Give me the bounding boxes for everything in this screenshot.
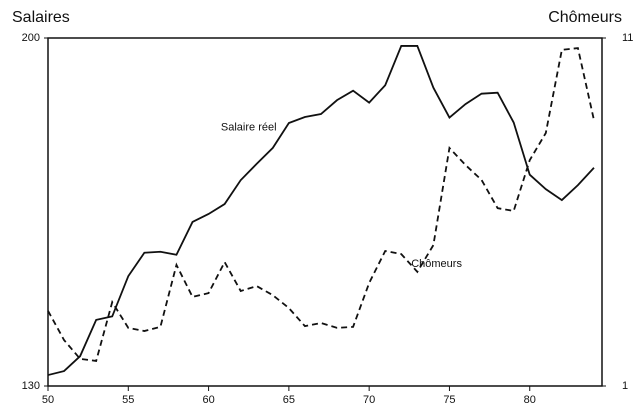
y-tick-label: 200 xyxy=(22,32,40,44)
annotation: Salaire réel xyxy=(221,121,277,133)
x-tick-label: 60 xyxy=(202,394,214,406)
x-tick-label: 80 xyxy=(524,394,536,406)
x-tick-label: 55 xyxy=(122,394,134,406)
series-line xyxy=(47,47,595,362)
y2-tick-label: 11 xyxy=(622,32,633,44)
y2-axis-title: Chômeurs xyxy=(548,9,622,26)
y-tick-label: 130 xyxy=(22,380,40,392)
y2-tick-label: 1 xyxy=(622,380,628,392)
plot-frame xyxy=(47,37,603,387)
x-tick-label: 75 xyxy=(443,394,455,406)
annotation: Chômeurs xyxy=(411,258,462,270)
y-axis-title: Salaires xyxy=(12,9,70,26)
x-tick-label: 50 xyxy=(42,394,54,406)
series-line xyxy=(47,45,595,376)
x-tick-label: 70 xyxy=(363,394,375,406)
x-tick-label: 65 xyxy=(283,394,295,406)
